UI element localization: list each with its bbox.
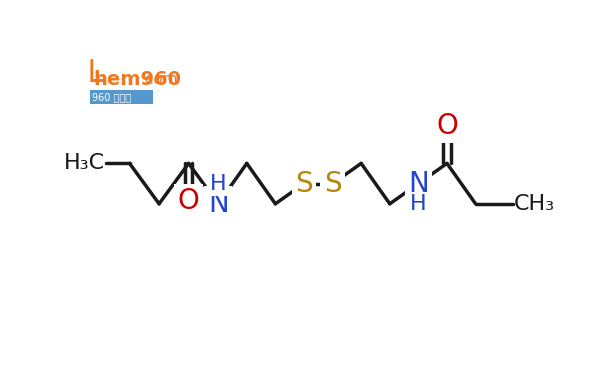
Text: └: └	[80, 66, 102, 99]
Text: N: N	[408, 170, 429, 198]
Text: hem960: hem960	[93, 70, 182, 89]
Text: O: O	[436, 112, 458, 140]
Text: S: S	[295, 170, 313, 198]
Text: H: H	[210, 174, 226, 194]
Text: H: H	[410, 194, 427, 214]
FancyBboxPatch shape	[90, 90, 153, 104]
Text: .com: .com	[140, 72, 178, 87]
Text: S: S	[324, 170, 341, 198]
Text: O: O	[178, 187, 200, 215]
Text: N: N	[208, 190, 229, 218]
Text: 960 化工网: 960 化工网	[92, 93, 131, 102]
Text: CH₃: CH₃	[514, 194, 555, 214]
Text: H₃C: H₃C	[64, 153, 105, 173]
